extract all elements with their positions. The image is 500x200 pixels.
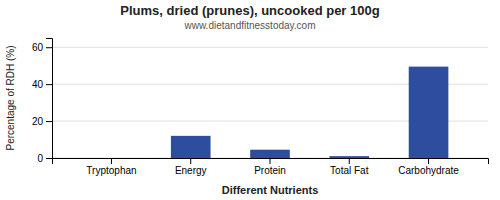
x-axis-title: Different Nutrients [222, 184, 319, 196]
y-tick-mark [46, 84, 52, 85]
x-tick: Protein [254, 158, 286, 176]
grid-line [52, 47, 488, 48]
bar [92, 158, 132, 159]
x-tick-mark [349, 158, 350, 164]
y-tick-label: 60 [32, 42, 44, 53]
x-tick: Energy [175, 158, 207, 176]
x-tick: Carbohydrate [398, 158, 459, 176]
x-tick-label: Total Fat [330, 165, 369, 176]
y-tick: 0 [37, 153, 52, 164]
bar [329, 156, 369, 158]
subtitle: www.dietandfitnesstoday.com [184, 20, 316, 31]
y-tick-label: 0 [37, 153, 43, 164]
chart: 0 20 40 60 Tryptophan Energy Protein Total Fat C… [0, 0, 500, 200]
y-tick-mark [46, 158, 52, 159]
x-tick-mark [428, 158, 429, 164]
y-tick: 60 [32, 42, 52, 53]
y-tick: 40 [32, 79, 52, 90]
bar [409, 67, 449, 158]
x-tick: Tryptophan [86, 158, 136, 176]
x-tick-label: Protein [254, 165, 286, 176]
bar [250, 150, 290, 158]
x-tick: Total Fat [330, 158, 369, 176]
title: Plums, dried (prunes), uncooked per 100g [120, 3, 379, 18]
x-tick-mark [190, 158, 191, 164]
y-tick-mark [46, 121, 52, 122]
x-tick-label: Carbohydrate [398, 165, 459, 176]
y-tick-label: 20 [32, 116, 44, 127]
y-tick-label: 40 [32, 79, 44, 90]
y-axis: 0 20 40 60 [32, 39, 53, 164]
x-tick-label: Energy [175, 165, 207, 176]
y-tick: 20 [32, 116, 52, 127]
x-tick-mark [270, 158, 271, 164]
y-axis-line [46, 39, 53, 159]
x-axis-line [53, 159, 489, 165]
plot-area [171, 67, 448, 158]
x-axis: Tryptophan Energy Protein Total Fat Carbohyd… [53, 158, 489, 176]
x-tick-label: Tryptophan [86, 165, 136, 176]
y-axis-title: Percentage of RDH (%) [5, 45, 16, 150]
bar [171, 136, 211, 158]
y-tick-mark [46, 47, 52, 48]
grid [52, 47, 488, 158]
x-tick-mark [111, 158, 112, 164]
